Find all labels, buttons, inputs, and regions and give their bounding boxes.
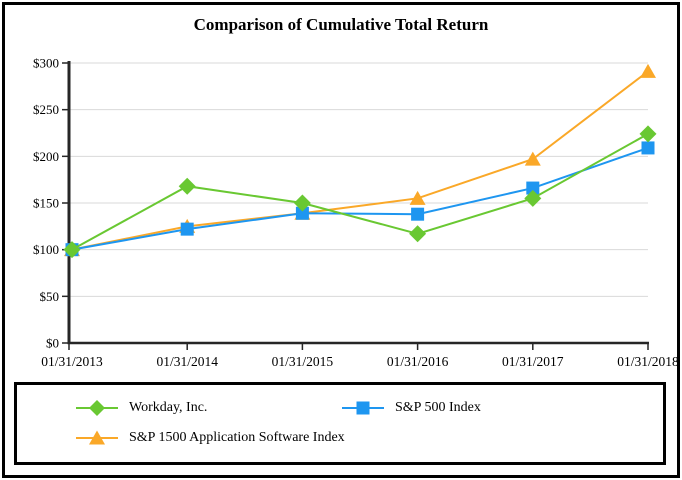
y-tick-label: $50	[40, 289, 60, 304]
x-tick-label: 01/31/2013	[41, 354, 103, 369]
data-point-marker	[409, 225, 427, 243]
sp500-square-marker-icon	[342, 401, 384, 415]
y-tick-label: $0	[46, 336, 59, 351]
legend-item-workday: Workday, Inc.	[75, 397, 207, 419]
data-point-marker	[526, 181, 540, 195]
legend-label-sp1500: S&P 1500 Application Software Index	[129, 430, 345, 445]
y-tick-label: $200	[33, 149, 59, 164]
legend-item-sp1500: S&P 1500 Application Software Index	[75, 427, 345, 449]
data-point-marker	[409, 190, 426, 205]
chart-title: Comparison of Cumulative Total Return	[193, 15, 489, 34]
data-point-marker	[293, 194, 311, 212]
data-point-marker	[639, 125, 657, 143]
legend-label-sp500: S&P 500 Index	[395, 400, 481, 415]
data-point-marker	[640, 63, 656, 78]
workday-diamond-marker-icon	[76, 400, 118, 416]
data-point-marker	[63, 241, 81, 259]
data-point-marker	[524, 151, 541, 166]
x-tick-label: 01/31/2014	[156, 354, 218, 369]
series-line	[71, 133, 649, 251]
data-point-marker	[411, 207, 425, 221]
legend: Workday, Inc. S&P 500 Index S&P 1500 App…	[14, 382, 666, 465]
series-line	[71, 70, 649, 251]
y-tick-label: $150	[33, 196, 59, 211]
data-point-marker	[641, 141, 655, 155]
series-line	[71, 146, 649, 251]
x-tick-label: 01/31/2017	[502, 354, 564, 369]
x-tick-label: 01/31/2018	[617, 354, 679, 369]
y-tick-label: $250	[33, 102, 59, 117]
y-tick-label: $100	[33, 242, 59, 257]
plot-area: $0 $50 $100 $150 $200 $250 $300 01/31/2013 01/31…	[33, 56, 679, 370]
sp1500-triangle-marker-icon	[76, 430, 118, 445]
data-point-marker	[178, 177, 196, 195]
x-tick-label: 01/31/2015	[272, 354, 334, 369]
data-point-marker	[524, 189, 542, 207]
data-point-marker	[180, 222, 194, 236]
y-tick-label: $300	[33, 56, 59, 71]
legend-item-sp500: S&P 500 Index	[341, 397, 481, 419]
x-tick-label: 01/31/2016	[387, 354, 449, 369]
data-point-marker	[295, 206, 309, 220]
legend-label-workday: Workday, Inc.	[129, 400, 208, 415]
